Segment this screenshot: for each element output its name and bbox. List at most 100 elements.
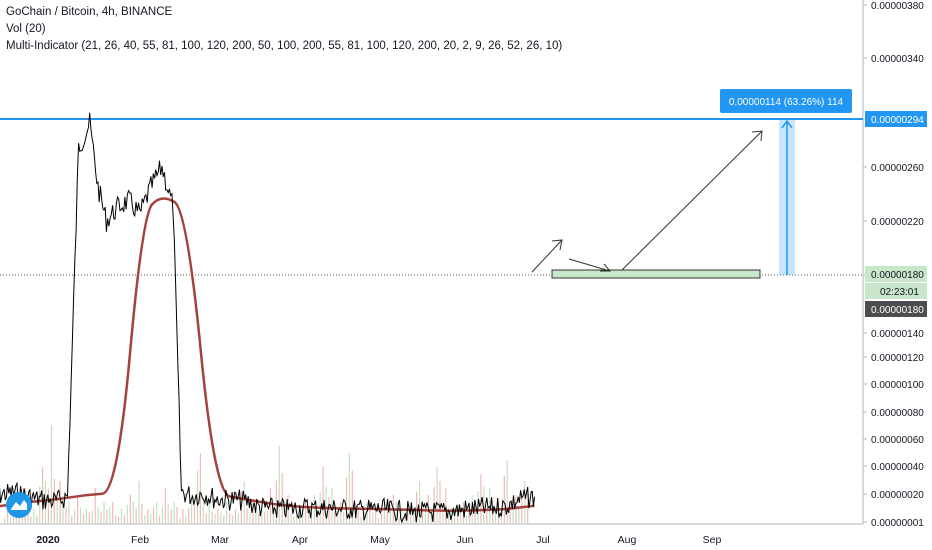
volume-bar bbox=[290, 513, 292, 523]
x-tick-label: Mar bbox=[211, 534, 230, 546]
volume-bar bbox=[223, 515, 225, 523]
volume-bar bbox=[275, 480, 277, 523]
volume-bar bbox=[357, 509, 359, 523]
volume-bar bbox=[211, 511, 213, 523]
volume-bar bbox=[451, 515, 453, 523]
volume-bar bbox=[378, 518, 380, 523]
y-tick-label: 0.00000260 bbox=[871, 163, 924, 174]
y-tick-label: 0.00000060 bbox=[871, 435, 924, 446]
volume-bar bbox=[255, 511, 257, 523]
volume-bar bbox=[310, 513, 312, 523]
volume-bar bbox=[383, 502, 386, 523]
volume-bar bbox=[141, 504, 143, 523]
volume-bar bbox=[71, 515, 73, 523]
measure-arrowhead bbox=[781, 119, 793, 129]
volume-bar bbox=[421, 508, 424, 523]
volume-bar bbox=[85, 509, 87, 523]
volume-bar bbox=[401, 509, 403, 523]
volume-bar bbox=[39, 486, 41, 523]
volume-bar bbox=[351, 470, 353, 523]
volume-bar bbox=[494, 511, 497, 523]
volume-bar bbox=[372, 512, 374, 523]
volume-bar bbox=[173, 502, 175, 523]
volume-bar bbox=[366, 502, 368, 523]
projection-arrow-up-2[interactable] bbox=[621, 130, 763, 271]
x-tick-label: Feb bbox=[131, 534, 149, 546]
volume-bar bbox=[103, 502, 105, 523]
volume-bar bbox=[237, 513, 239, 523]
volume-bar bbox=[65, 507, 67, 524]
volume-bar bbox=[156, 502, 158, 523]
price-series-line bbox=[0, 112, 535, 524]
volume-bar bbox=[278, 446, 280, 523]
y-tick-label: 0.00000100 bbox=[871, 380, 924, 391]
volume-bar bbox=[483, 486, 485, 524]
volume-bar bbox=[182, 509, 184, 523]
volume-bar bbox=[386, 511, 388, 523]
volume-bar bbox=[272, 507, 274, 523]
volume-bar bbox=[439, 481, 441, 523]
line-price-tag: 0.00000294 bbox=[865, 111, 927, 127]
y-tick-label: 0.00000120 bbox=[871, 353, 924, 364]
y-tick-label: 0.00000140 bbox=[871, 329, 924, 340]
volume-bar bbox=[524, 481, 526, 523]
volume-bar bbox=[144, 515, 146, 523]
volume-bar bbox=[12, 511, 14, 523]
volume-bar bbox=[404, 516, 406, 523]
volume-bar bbox=[164, 488, 166, 523]
symbol-title[interactable]: GoChain / Bitcoin, 4h, BINANCE bbox=[6, 6, 173, 18]
volume-bar bbox=[369, 509, 371, 523]
volume-bar bbox=[398, 518, 400, 523]
volume-bar bbox=[448, 507, 450, 523]
volume-bar bbox=[106, 509, 108, 523]
x-tick-label: Jun bbox=[457, 534, 474, 546]
volume-bar bbox=[36, 515, 38, 523]
volume-indicator-label[interactable]: Vol (20) bbox=[6, 23, 46, 35]
volume-bar bbox=[480, 474, 482, 523]
volume-bar bbox=[68, 502, 70, 523]
y-tick-label: 0.00000020 bbox=[871, 490, 924, 501]
volume-bar bbox=[167, 503, 169, 524]
volume-bar bbox=[503, 475, 505, 524]
projection-arrows[interactable] bbox=[531, 130, 763, 273]
volume-bar bbox=[205, 513, 207, 523]
volume-bar bbox=[231, 515, 234, 523]
tradingview-logo-icon[interactable] bbox=[6, 492, 32, 518]
volume-bar bbox=[179, 518, 181, 523]
volume-bar bbox=[445, 488, 447, 523]
volume-bar bbox=[296, 509, 298, 523]
arrowhead-2 bbox=[600, 263, 612, 272]
volume-bar bbox=[512, 510, 514, 523]
measure-label-text: 0.00000114 (63.26%) 114 bbox=[729, 97, 844, 108]
y-tick-label: 0.00000040 bbox=[871, 462, 924, 473]
volume-bar bbox=[132, 502, 134, 523]
last-price-tag: 0.00000180 bbox=[865, 301, 927, 317]
volume-bar bbox=[217, 509, 219, 523]
price-scale[interactable]: 0.00000001 0.00000020 0.00000040 0.00000060… bbox=[863, 1, 924, 529]
arrowhead-1 bbox=[551, 239, 563, 251]
volume-bar bbox=[161, 507, 163, 523]
x-tick-label: Apr bbox=[292, 534, 309, 546]
measure-label: 0.00000114 (63.26%) 114 bbox=[720, 89, 852, 113]
volume-bar bbox=[129, 495, 131, 523]
projection-arrow-up-1[interactable] bbox=[531, 239, 563, 273]
projection-arrow-down[interactable] bbox=[568, 258, 611, 272]
volume-bar bbox=[474, 507, 476, 523]
chart-legend: GoChain / Bitcoin, 4h, BINANCE Vol (20) … bbox=[6, 4, 562, 55]
x-tick-label: May bbox=[370, 534, 391, 546]
volume-bar bbox=[199, 453, 201, 523]
volume-bar bbox=[44, 481, 47, 523]
volume-bar bbox=[82, 513, 85, 523]
volume-bar bbox=[264, 512, 266, 523]
volume-bar bbox=[389, 504, 391, 523]
multi-indicator-label[interactable]: Multi-Indicator (21, 26, 40, 55, 81, 100… bbox=[6, 40, 563, 52]
volume-bar bbox=[109, 507, 111, 524]
x-tick-label: Aug bbox=[618, 534, 637, 546]
volume-bar bbox=[331, 488, 333, 523]
time-scale[interactable]: 2020 Feb Mar Apr May Jun Jul Aug Sep bbox=[36, 534, 721, 546]
target-zone-rectangle[interactable] bbox=[551, 269, 761, 279]
volume-bar bbox=[307, 507, 310, 524]
volume-bar bbox=[313, 495, 315, 523]
volume-bar bbox=[59, 481, 61, 523]
